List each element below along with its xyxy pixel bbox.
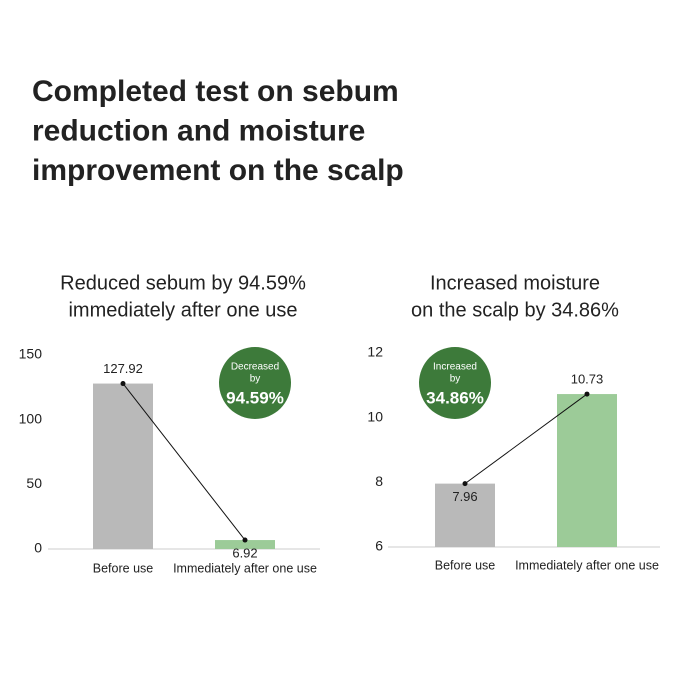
- badge-text: 34.86%: [426, 388, 484, 407]
- y-tick-label: 50: [26, 475, 42, 491]
- badge: [419, 347, 491, 419]
- value-label: 127.92: [103, 361, 143, 376]
- value-label: 7.96: [452, 489, 477, 504]
- x-tick-label: Before use: [435, 558, 496, 572]
- badge-text: Increased: [433, 362, 477, 373]
- bar: [435, 483, 495, 547]
- page-title: improvement on the scalp: [32, 154, 404, 187]
- chart-title: Increased moisture: [430, 272, 600, 294]
- badge: [219, 347, 291, 419]
- x-tick-label: Immediately after one use: [515, 558, 659, 572]
- badge-text: 94.59%: [226, 388, 284, 407]
- value-label: 6.92: [232, 545, 257, 560]
- x-tick-label: Before use: [93, 561, 154, 575]
- page-title: Completed test on sebum: [32, 75, 399, 108]
- point: [120, 381, 126, 387]
- y-tick-label: 10: [367, 408, 383, 424]
- point: [242, 537, 248, 543]
- chart-title: Reduced sebum by 94.59%: [60, 272, 306, 294]
- connector-line: [122, 383, 246, 541]
- point: [584, 391, 590, 397]
- y-tick-label: 100: [19, 410, 43, 426]
- x-tick-label: Immediately after one use: [173, 561, 317, 575]
- y-tick-label: 0: [34, 540, 42, 556]
- y-tick-label: 8: [375, 473, 383, 489]
- value-label: 10.73: [571, 372, 604, 387]
- y-tick-label: 12: [367, 344, 383, 360]
- connector-line: [464, 393, 588, 485]
- y-tick-label: 150: [19, 346, 43, 362]
- chart-title: immediately after one use: [68, 299, 297, 321]
- y-tick-label: 6: [375, 538, 383, 554]
- badge-text: Decreased: [231, 362, 279, 373]
- bar: [93, 383, 153, 549]
- badge-text: by: [250, 374, 261, 385]
- page-title: reduction and moisture: [32, 114, 365, 147]
- bar: [215, 540, 275, 549]
- chart-title: on the scalp by 34.86%: [411, 299, 619, 321]
- badge-text: by: [450, 374, 461, 385]
- bar: [557, 394, 617, 547]
- point: [462, 481, 468, 487]
